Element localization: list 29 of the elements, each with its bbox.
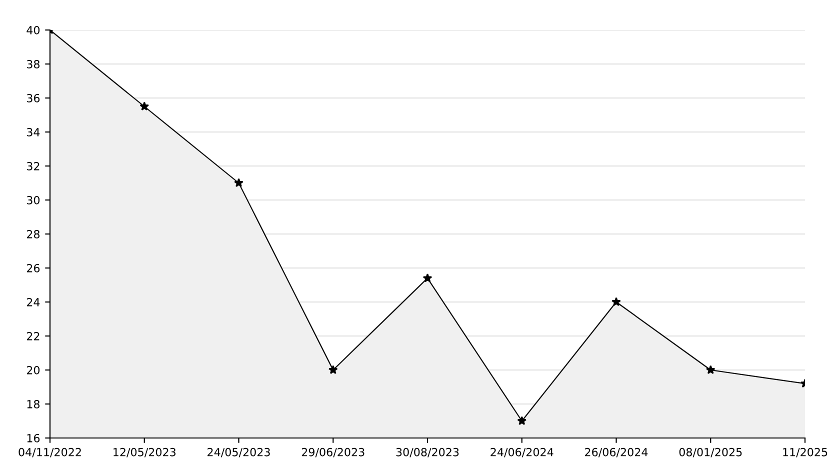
y-tick-label: 16 <box>27 434 40 442</box>
y-tick-label: 28 <box>26 230 40 238</box>
y-tick-label: 26 <box>26 264 40 272</box>
x-tick-label: 08/01/2025 <box>679 448 742 458</box>
x-tick-label: 24/06/2024 <box>490 448 554 458</box>
y-tick-label: 38 <box>26 60 40 68</box>
y-tick-label: 30 <box>26 196 40 204</box>
y-tick-label: 40 <box>26 26 40 34</box>
y-tick-label: 36 <box>26 94 40 102</box>
x-tick-label: 26/06/2024 <box>585 448 648 458</box>
x-tick-label: 04/11/2022 <box>18 448 81 458</box>
x-tick-label: 29/06/2023 <box>302 448 364 458</box>
point <box>234 178 244 188</box>
y-tick-label: 22 <box>26 332 40 340</box>
point <box>422 273 432 282</box>
y-tick-label: 24 <box>26 298 40 306</box>
y-tick-label: 32 <box>26 162 40 170</box>
x-tick-label: 12/05/2023 <box>114 448 176 458</box>
point <box>140 102 150 111</box>
y-tick-label: 18 <box>27 400 40 408</box>
x-tick-label: 11/2025 <box>783 448 828 458</box>
y-tick-label: 20 <box>26 366 40 374</box>
point <box>706 365 716 374</box>
point <box>328 365 338 374</box>
x-tick-label: 24/05/2023 <box>208 448 270 458</box>
x-tick-label: 30/08/2023 <box>396 448 459 458</box>
point <box>517 416 527 426</box>
y-tick-label: 34 <box>26 128 40 136</box>
point <box>612 297 621 306</box>
